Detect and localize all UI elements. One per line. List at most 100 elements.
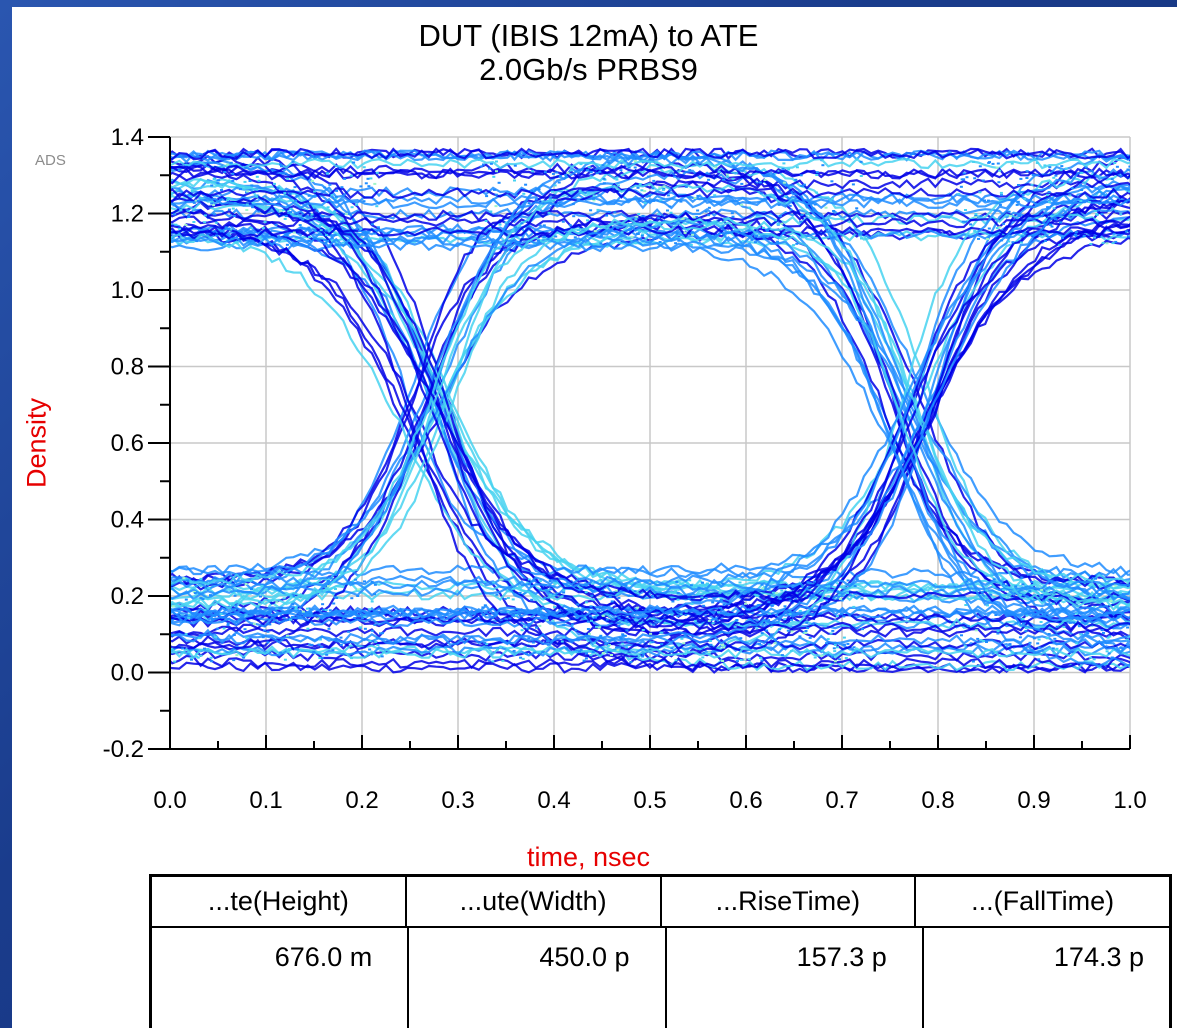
density-speck	[332, 602, 336, 605]
density-speck	[833, 643, 837, 646]
density-speck	[669, 211, 673, 214]
density-speck	[998, 226, 1002, 229]
density-speck	[288, 192, 292, 195]
density-speck	[770, 633, 774, 636]
density-speck	[499, 646, 502, 649]
density-speck	[305, 607, 309, 610]
density-speck	[836, 646, 839, 649]
density-speck	[266, 630, 270, 633]
density-speck	[707, 619, 711, 622]
density-speck	[226, 624, 230, 627]
density-speck	[789, 186, 793, 189]
density-speck	[855, 578, 859, 581]
x-tick-label: 1.0	[1113, 787, 1146, 814]
density-speck	[318, 638, 322, 641]
density-speck	[321, 215, 325, 217]
density-speck	[1010, 162, 1014, 165]
density-speck	[838, 658, 842, 661]
density-speck	[740, 203, 744, 206]
density-speck	[702, 651, 706, 654]
density-speck	[203, 609, 207, 612]
density-speck	[599, 634, 603, 637]
eye-trace	[170, 654, 1130, 670]
density-speck	[312, 650, 316, 653]
density-speck	[280, 188, 284, 191]
density-speck	[496, 648, 499, 651]
density-speck	[602, 182, 606, 185]
density-speck	[784, 195, 788, 198]
density-speck	[759, 192, 763, 195]
density-speck	[543, 597, 547, 600]
density-speck	[704, 210, 708, 213]
density-speck	[853, 585, 857, 587]
density-speck	[375, 171, 379, 174]
density-speck	[558, 175, 562, 178]
chart-title: DUT (IBIS 12mA) to ATE	[418, 18, 759, 53]
density-speck	[1037, 646, 1041, 649]
density-speck	[334, 588, 337, 590]
density-speck	[336, 243, 339, 246]
density-speck	[1127, 235, 1130, 238]
density-speck	[1095, 213, 1099, 215]
density-speck	[332, 210, 336, 213]
density-speck	[684, 610, 688, 613]
density-speck	[627, 166, 631, 169]
density-speck	[373, 623, 377, 626]
density-speck	[499, 578, 503, 581]
density-speck	[174, 223, 178, 226]
density-speck	[1089, 197, 1093, 200]
density-speck	[379, 632, 382, 635]
density-speck	[232, 659, 236, 662]
header-eye-height: ...te(Height)	[152, 877, 407, 926]
density-speck	[641, 214, 645, 217]
density-speck	[343, 177, 347, 180]
density-speck	[261, 636, 265, 639]
eye-trace	[170, 241, 1130, 627]
density-speck	[1042, 231, 1045, 234]
density-speck	[688, 579, 692, 582]
measurement-header-row: ...te(Height) ...ute(Width) ...RiseTime)…	[152, 877, 1169, 928]
eye-trace	[170, 604, 1130, 617]
density-speck	[656, 213, 660, 216]
density-speck	[373, 611, 377, 614]
density-speck	[1018, 636, 1022, 639]
density-speck	[1049, 223, 1053, 226]
density-speck	[310, 643, 314, 646]
density-speck	[695, 161, 699, 164]
density-speck	[1072, 621, 1076, 624]
density-speck	[1116, 606, 1120, 609]
density-speck	[1080, 171, 1084, 174]
density-speck	[215, 234, 219, 237]
density-speck	[1107, 587, 1111, 590]
density-speck	[981, 179, 985, 182]
density-speck	[846, 642, 850, 645]
density-speck	[616, 649, 620, 652]
density-speck	[257, 179, 261, 182]
density-speck	[1025, 614, 1029, 617]
density-speck	[291, 160, 295, 163]
density-speck	[1030, 183, 1034, 186]
density-speck	[717, 170, 721, 173]
density-speck	[184, 163, 188, 166]
density-speck	[1128, 190, 1130, 193]
density-speck	[1114, 240, 1118, 243]
density-speck	[662, 185, 666, 188]
density-speck	[625, 629, 629, 632]
density-speck	[660, 643, 664, 646]
density-speck	[537, 188, 541, 191]
density-speck	[309, 611, 313, 614]
density-speck	[187, 216, 191, 218]
density-speck	[244, 583, 248, 585]
density-speck	[511, 587, 515, 590]
density-speck	[186, 653, 190, 656]
density-speck	[675, 580, 679, 583]
density-speck	[722, 646, 726, 649]
density-speck	[957, 192, 961, 195]
density-speck	[789, 208, 793, 211]
density-speck	[1060, 165, 1064, 168]
density-speck	[750, 238, 754, 241]
density-speck	[1075, 612, 1078, 615]
density-speck	[506, 597, 510, 599]
density-speck	[707, 652, 711, 655]
density-speck	[832, 647, 836, 650]
